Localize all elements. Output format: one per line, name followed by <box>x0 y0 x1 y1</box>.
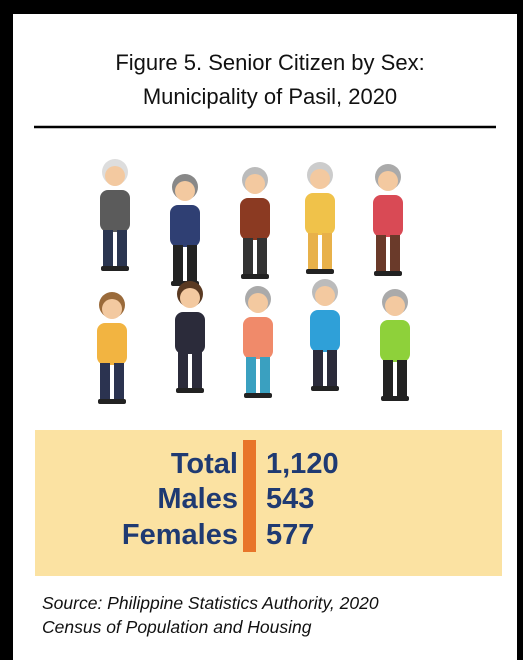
body <box>310 310 340 352</box>
body <box>170 205 200 247</box>
head <box>180 288 200 308</box>
leg <box>100 363 110 401</box>
body <box>240 198 270 240</box>
leg <box>260 357 270 395</box>
leg <box>257 238 267 276</box>
stat-value: 543 <box>266 483 314 515</box>
stats-bar <box>243 440 256 552</box>
stat-label: Females <box>122 519 238 551</box>
source-line: Source: Philippine Statistics Authority,… <box>42 593 379 613</box>
stat-value: 577 <box>266 519 314 551</box>
leg <box>390 235 400 273</box>
body <box>100 190 130 232</box>
shoe <box>176 388 204 393</box>
shoe <box>98 399 126 404</box>
shoe <box>381 396 409 401</box>
head <box>310 169 330 189</box>
shoe <box>311 386 339 391</box>
leg <box>397 360 407 398</box>
leg <box>187 245 197 283</box>
body <box>305 193 335 235</box>
body <box>175 312 205 354</box>
stat-label: Males <box>157 483 238 515</box>
head <box>248 293 268 313</box>
leg <box>178 352 188 390</box>
leg <box>114 363 124 401</box>
title-line: Municipality of Pasil, 2020 <box>143 84 397 109</box>
leg <box>192 352 202 390</box>
leg <box>103 230 113 268</box>
head <box>105 166 125 186</box>
shoe <box>244 393 272 398</box>
head <box>102 299 122 319</box>
head <box>378 171 398 191</box>
shoe <box>306 269 334 274</box>
head <box>245 174 265 194</box>
border-top <box>0 0 523 14</box>
leg <box>173 245 183 283</box>
body <box>243 317 273 359</box>
title-line: Figure 5. Senior Citizen by Sex: <box>115 50 424 75</box>
body <box>380 320 410 362</box>
stats-box <box>35 430 502 576</box>
leg <box>327 350 337 388</box>
stat-label: Total <box>171 448 238 480</box>
shoe <box>241 274 269 279</box>
border-left <box>0 0 13 660</box>
shoe <box>101 266 129 271</box>
source-line: Census of Population and Housing <box>42 617 312 637</box>
leg <box>322 233 332 271</box>
leg <box>313 350 323 388</box>
leg <box>308 233 318 271</box>
illustration <box>97 159 410 404</box>
head <box>315 286 335 306</box>
leg <box>243 238 253 276</box>
leg <box>246 357 256 395</box>
shoe <box>374 271 402 276</box>
head <box>385 296 405 316</box>
leg <box>117 230 127 268</box>
leg <box>383 360 393 398</box>
border-right <box>517 0 523 660</box>
leg <box>376 235 386 273</box>
body <box>97 323 127 365</box>
head <box>175 181 195 201</box>
body <box>373 195 403 237</box>
stat-value: 1,120 <box>266 448 339 480</box>
